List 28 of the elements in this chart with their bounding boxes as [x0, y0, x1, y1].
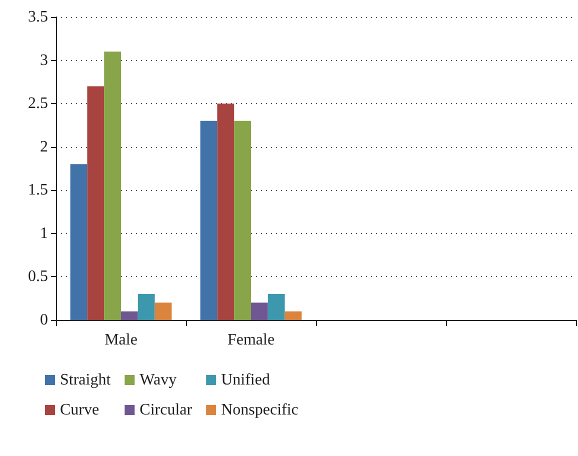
y-tick-label: 0.5: [28, 268, 48, 286]
y-tick-label: 2: [40, 138, 48, 156]
x-tick-label: Male: [104, 332, 138, 348]
legend-label: Nonspecific: [221, 402, 298, 418]
bar: [284, 311, 302, 320]
bar: [217, 104, 234, 320]
y-tick-label: 2.5: [28, 95, 48, 112]
bar: [104, 52, 121, 320]
bar: [87, 86, 104, 320]
y-tick-label: 1.5: [28, 182, 48, 199]
bar: [70, 164, 88, 320]
y-tick-label: 0: [40, 312, 48, 328]
legend-label: Straight: [60, 372, 112, 388]
y-tick-label: 3.5: [28, 8, 48, 26]
bar: [251, 302, 268, 320]
legend-label: Curve: [60, 402, 100, 418]
bar: [121, 311, 138, 320]
bar: [138, 294, 155, 320]
bar: [200, 120, 218, 320]
y-tick-label: 1: [40, 224, 48, 242]
legend-label: Unified: [221, 372, 270, 388]
bar: [268, 294, 285, 320]
legend-label: Circular: [140, 402, 193, 418]
bar: [154, 302, 172, 320]
bar: [234, 120, 251, 320]
legend-label: Wavy: [140, 372, 177, 388]
y-tick-label: 3: [40, 52, 48, 69]
x-tick-label: Female: [227, 332, 275, 348]
